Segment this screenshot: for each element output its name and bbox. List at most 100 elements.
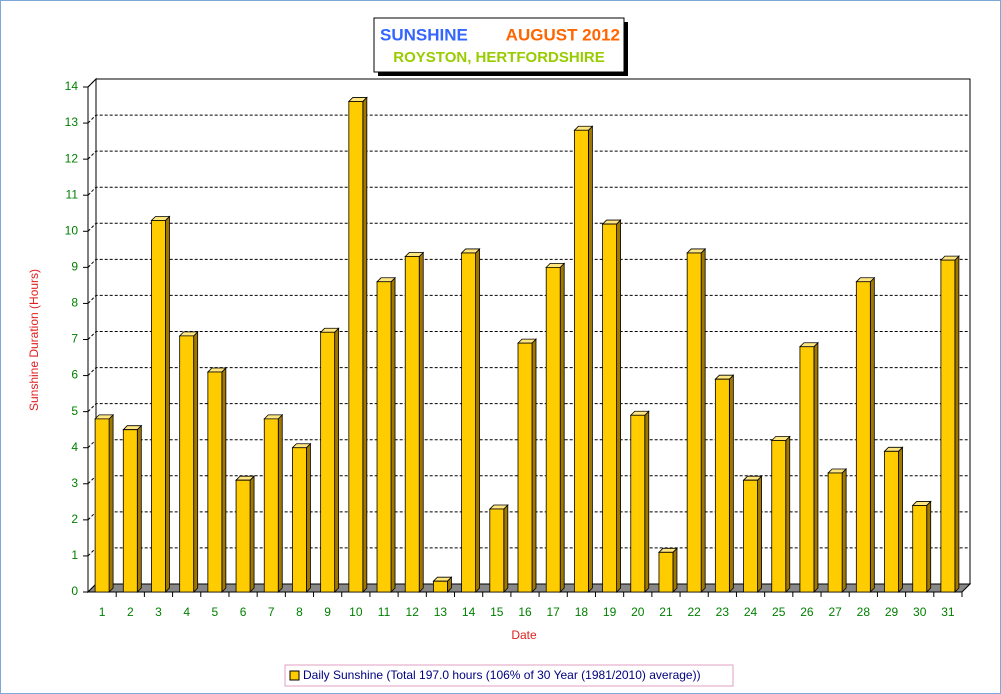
x-tick-label: 4: [183, 605, 190, 619]
bar-face: [799, 346, 815, 593]
y-tick-label: 4: [71, 440, 78, 454]
bar-face: [418, 251, 424, 593]
bar: [122, 424, 143, 593]
bar: [291, 442, 312, 593]
bar: [150, 215, 171, 593]
bar-face: [263, 418, 279, 593]
bar-face: [136, 424, 142, 593]
bar-face: [108, 413, 114, 593]
y-tick-label: 7: [71, 332, 78, 346]
x-tick-label: 3: [155, 605, 162, 619]
bar: [911, 500, 932, 593]
bar: [855, 276, 876, 593]
bar-face: [404, 256, 420, 593]
bar-face: [785, 435, 791, 593]
bar-face: [362, 96, 368, 593]
bar: [742, 475, 763, 593]
bar: [488, 504, 509, 593]
x-tick-label: 18: [575, 605, 589, 619]
x-tick-label: 12: [406, 605, 420, 619]
bar-face: [390, 276, 396, 593]
bar-face: [193, 330, 199, 593]
bar: [235, 475, 256, 593]
bar-face: [644, 410, 650, 593]
title-date: AUGUST 2012: [506, 25, 620, 44]
bar: [319, 327, 340, 593]
bar-face: [306, 442, 311, 593]
legend-box: [284, 664, 734, 687]
x-tick-label: 25: [772, 605, 786, 619]
bar: [545, 262, 566, 593]
x-tick-label: 19: [603, 605, 617, 619]
x-tick-label: 11: [378, 605, 391, 619]
x-tick-label: 22: [687, 605, 701, 619]
x-tick-label: 29: [885, 605, 899, 619]
bar-face: [334, 327, 340, 593]
x-tick-label: 14: [462, 605, 476, 619]
bar-face: [884, 450, 899, 593]
x-tick-label: 31: [941, 605, 955, 619]
bar-face: [616, 219, 621, 593]
bar: [404, 251, 425, 593]
bar: [686, 247, 707, 593]
bar: [658, 547, 678, 593]
bar: [206, 366, 227, 593]
bar-face: [122, 429, 138, 593]
x-tick-label: 7: [268, 605, 275, 619]
x-tick-label: 1: [99, 605, 106, 619]
x-tick-label: 9: [324, 605, 331, 619]
bar-face: [573, 129, 589, 593]
y-tick-label: 14: [65, 79, 79, 93]
bar-face: [517, 342, 533, 593]
legend-swatch: [289, 670, 300, 681]
bar: [629, 410, 650, 593]
x-tick-label: 26: [800, 605, 814, 619]
title-box: [373, 17, 625, 73]
x-tick-label: 8: [296, 605, 303, 619]
bar: [798, 341, 819, 593]
bar-face: [813, 341, 819, 593]
bar: [263, 413, 284, 593]
bar-face: [179, 335, 195, 593]
y-tick-label: 2: [71, 512, 78, 526]
bar: [347, 96, 368, 593]
x-tick-label: 15: [490, 605, 504, 619]
grid-line: [87, 222, 970, 232]
bar: [770, 435, 791, 593]
legend-label: Daily Sunshine (Total 197.0 hours (106% …: [303, 668, 701, 682]
bar-face: [940, 259, 956, 593]
grid-line: [87, 114, 970, 124]
bar-face: [475, 247, 481, 593]
bar-face: [954, 255, 960, 593]
x-tick-label: 21: [659, 605, 673, 619]
y-tick-label: 1: [71, 548, 78, 562]
bar-face: [292, 447, 307, 593]
grid-line: [87, 294, 970, 304]
y-tick-label: 8: [71, 296, 78, 310]
title: SUNSHINE: [380, 25, 468, 44]
grid-line: [87, 150, 970, 160]
bar-face: [165, 215, 170, 593]
y-tick-label: 6: [71, 368, 78, 382]
bar-face: [559, 262, 565, 593]
y-tick-label: 12: [65, 151, 79, 165]
bar-face: [433, 580, 448, 593]
bar-face: [461, 252, 477, 593]
bar-face: [277, 413, 283, 593]
x-tick-label: 2: [127, 605, 134, 619]
bar-face: [531, 338, 537, 593]
x-tick-label: 17: [547, 605, 561, 619]
x-tick-label: 23: [716, 605, 730, 619]
bar: [94, 413, 115, 593]
x-tick-label: 24: [744, 605, 758, 619]
bar: [883, 446, 904, 593]
y-tick-label: 5: [71, 404, 78, 418]
bar-face: [757, 475, 762, 593]
bar-face: [686, 252, 702, 593]
bar-face: [348, 101, 364, 593]
bar-face: [714, 378, 730, 593]
bar: [714, 374, 735, 593]
bar-face: [672, 547, 678, 593]
bar: [460, 247, 481, 593]
